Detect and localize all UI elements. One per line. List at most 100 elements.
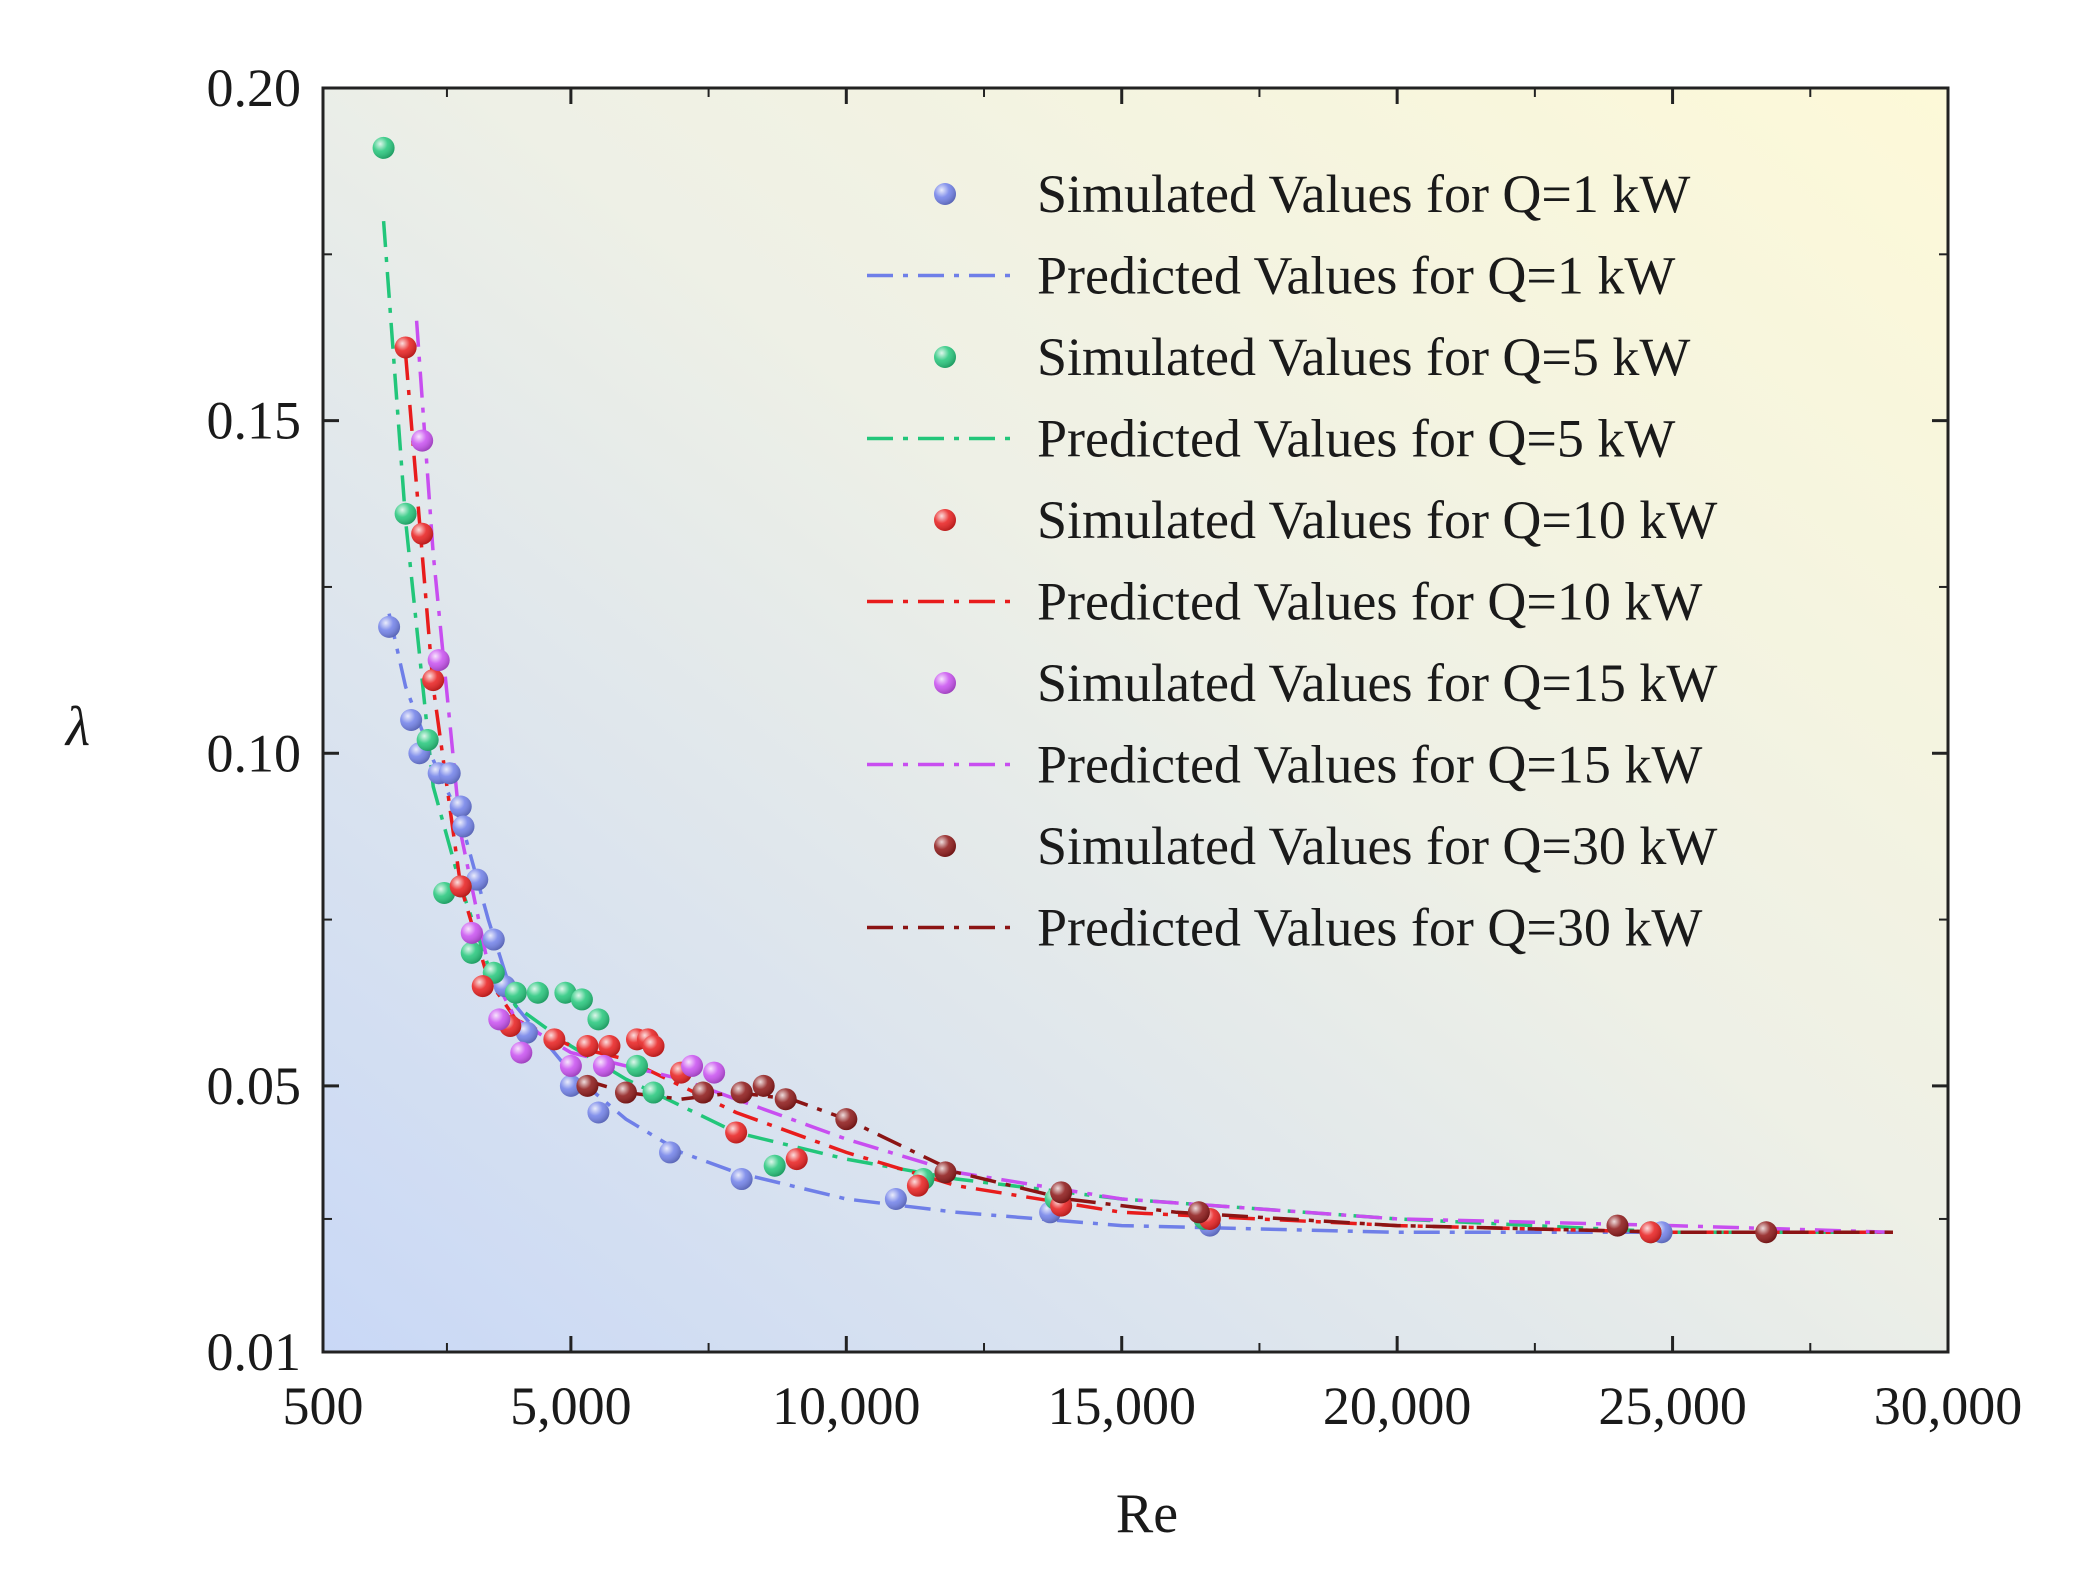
data-point-shine bbox=[730, 1081, 753, 1104]
x-tick-label: 20,000 bbox=[1323, 1376, 1472, 1436]
legend-marker-shine bbox=[934, 509, 956, 531]
data-point-shine bbox=[1639, 1221, 1662, 1244]
series-line-predicted-values-for-q-30-kw bbox=[581, 1077, 1893, 1235]
legend-label: Predicted Values for Q=15 kW bbox=[1037, 735, 1702, 795]
y-tick-label: 0.15 bbox=[207, 391, 302, 451]
plot-area bbox=[323, 88, 1948, 1352]
data-point-shine bbox=[598, 1034, 621, 1057]
legend: Simulated Values for Q=1 kW Predicted Val… bbox=[867, 164, 1717, 958]
data-point-shine bbox=[394, 502, 417, 525]
series-line-predicted-values-for-q-10-kw bbox=[403, 353, 1893, 1235]
data-point-shine bbox=[510, 1041, 533, 1064]
data-point-shine bbox=[1050, 1181, 1073, 1204]
legend-label: Simulated Values for Q=1 kW bbox=[1037, 164, 1690, 224]
y-tick-label: 0.20 bbox=[207, 58, 302, 118]
data-point-shine bbox=[774, 1088, 797, 1111]
legend-marker-shine bbox=[934, 672, 956, 694]
x-tick-label: 5,000 bbox=[510, 1376, 632, 1436]
data-point-shine bbox=[681, 1054, 704, 1077]
legend-label: Simulated Values for Q=15 kW bbox=[1037, 653, 1717, 713]
y-tick-label: 0.05 bbox=[207, 1056, 302, 1116]
legend-label: Simulated Values for Q=5 kW bbox=[1037, 327, 1690, 387]
data-point-shine bbox=[449, 795, 472, 818]
data-point-shine bbox=[471, 975, 494, 998]
legend-label: Predicted Values for Q=1 kW bbox=[1037, 246, 1675, 306]
data-point-shine bbox=[438, 762, 461, 785]
data-point-shine bbox=[452, 815, 475, 838]
data-point-shine bbox=[427, 649, 450, 672]
data-point-shine bbox=[504, 981, 527, 1004]
data-point-shine bbox=[422, 669, 445, 692]
data-point-shine bbox=[884, 1187, 907, 1210]
data-point-shine bbox=[587, 1008, 610, 1031]
legend-label: Predicted Values for Q=10 kW bbox=[1037, 572, 1702, 632]
x-tick-label: 500 bbox=[283, 1376, 364, 1436]
data-point-shine bbox=[785, 1148, 808, 1171]
data-point-shine bbox=[559, 1074, 582, 1097]
data-point-shine bbox=[576, 1074, 599, 1097]
data-point-shine bbox=[482, 928, 505, 951]
data-point-shine bbox=[934, 1161, 957, 1184]
series-points-simulated-values-for-q-10-kw bbox=[394, 336, 1662, 1244]
y-axis-title: λ bbox=[64, 696, 90, 758]
data-point-shine bbox=[1755, 1221, 1778, 1244]
legend-label: Simulated Values for Q=30 kW bbox=[1037, 816, 1717, 876]
data-point-shine bbox=[488, 1008, 511, 1031]
data-point-shine bbox=[526, 981, 549, 1004]
series-points-simulated-values-for-q-15-kw bbox=[411, 429, 726, 1084]
data-point-shine bbox=[642, 1081, 665, 1104]
series-points-simulated-values-for-q-30-kw bbox=[576, 1074, 1778, 1244]
data-point-shine bbox=[515, 1021, 538, 1044]
y-tick-label: 0.01 bbox=[207, 1322, 302, 1382]
series-points-simulated-values-for-q-1-kw bbox=[378, 615, 1673, 1244]
data-point-shine bbox=[730, 1168, 753, 1191]
data-point-shine bbox=[466, 868, 489, 891]
x-tick-label: 15,000 bbox=[1047, 1376, 1196, 1436]
data-point-shine bbox=[372, 136, 395, 159]
data-point-shine bbox=[543, 1028, 566, 1051]
data-point-shine bbox=[460, 941, 483, 964]
data-point-shine bbox=[752, 1074, 775, 1097]
legend-label: Simulated Values for Q=10 kW bbox=[1037, 490, 1717, 550]
x-axis-title: Re bbox=[1116, 1483, 1178, 1545]
series-layer bbox=[372, 136, 1893, 1244]
axis-ticks: 500 5,000 10,000 15,000 20,000 25,000 30,000 0.… bbox=[207, 58, 2023, 1436]
legend-marker-shine bbox=[934, 346, 956, 368]
data-point-shine bbox=[411, 522, 434, 545]
data-point-shine bbox=[449, 875, 472, 898]
data-point-shine bbox=[576, 1034, 599, 1057]
data-point-shine bbox=[835, 1108, 858, 1131]
x-tick-label: 30,000 bbox=[1874, 1376, 2023, 1436]
data-point-shine bbox=[587, 1101, 610, 1124]
data-point-shine bbox=[625, 1054, 648, 1077]
data-point-shine bbox=[642, 1034, 665, 1057]
data-point-shine bbox=[1606, 1214, 1629, 1237]
data-point-shine bbox=[378, 615, 401, 638]
data-point-shine bbox=[592, 1054, 615, 1077]
data-point-shine bbox=[692, 1081, 715, 1104]
data-point-shine bbox=[659, 1141, 682, 1164]
data-point-shine bbox=[906, 1174, 929, 1197]
data-point-shine bbox=[554, 981, 577, 1004]
data-point-shine bbox=[400, 709, 423, 731]
data-point-shine bbox=[1187, 1201, 1210, 1224]
legend-marker-shine bbox=[934, 835, 956, 857]
x-tick-label: 25,000 bbox=[1598, 1376, 1747, 1436]
data-point-shine bbox=[570, 988, 593, 1011]
data-point-shine bbox=[559, 1054, 582, 1077]
data-point-shine bbox=[725, 1121, 748, 1144]
data-point-shine bbox=[433, 881, 456, 904]
data-point-shine bbox=[411, 429, 434, 452]
plot-frame bbox=[321, 86, 1950, 1354]
data-point-shine bbox=[416, 728, 439, 751]
x-tick-label: 10,000 bbox=[772, 1376, 921, 1436]
data-point-shine bbox=[394, 336, 417, 359]
y-tick-label: 0.10 bbox=[207, 723, 302, 783]
legend-marker-shine bbox=[934, 183, 956, 205]
data-point-shine bbox=[460, 921, 483, 944]
data-point-shine bbox=[614, 1081, 637, 1104]
legend-label: Predicted Values for Q=30 kW bbox=[1037, 898, 1702, 958]
data-point-shine bbox=[763, 1154, 786, 1177]
data-point-shine bbox=[703, 1061, 726, 1084]
